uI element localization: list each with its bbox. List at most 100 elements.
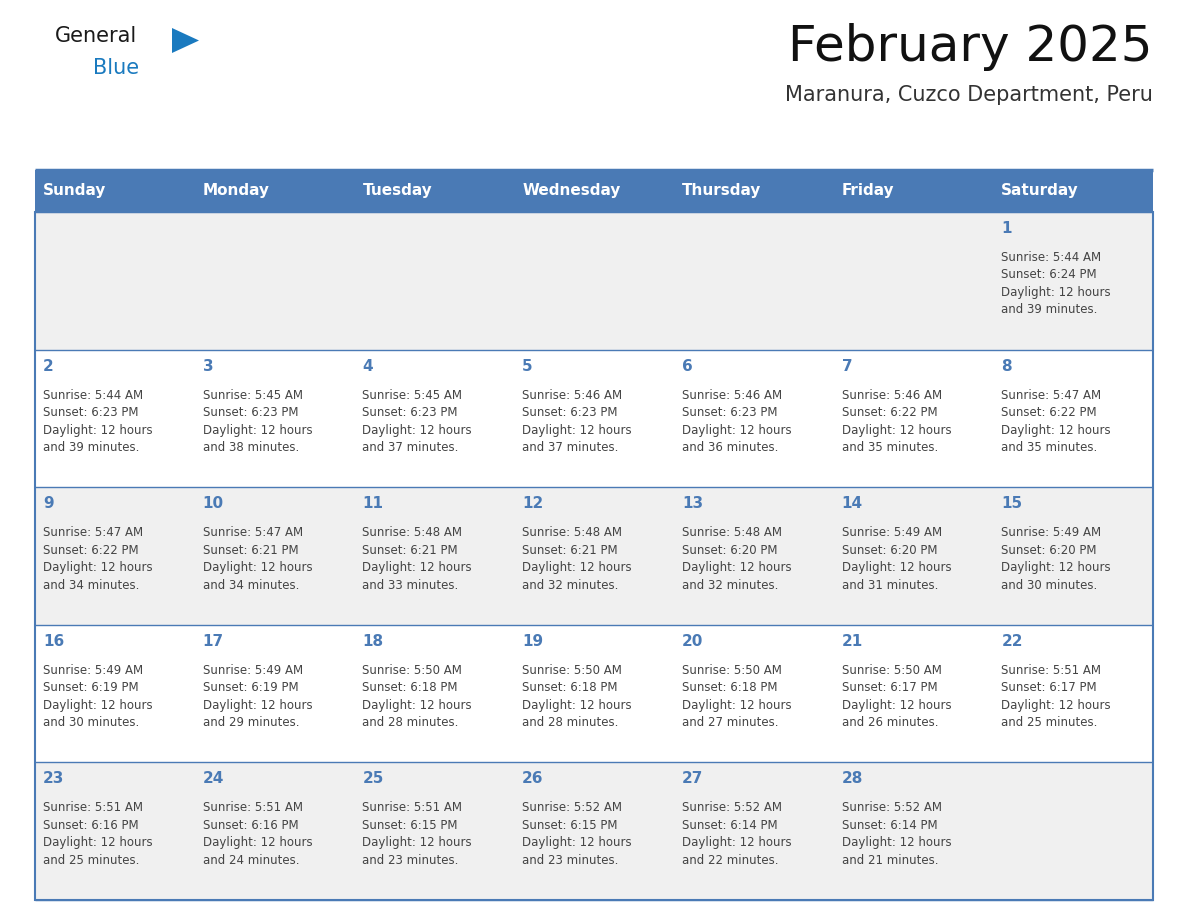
Text: Sunset: 6:20 PM: Sunset: 6:20 PM: [841, 543, 937, 556]
Text: and 28 minutes.: and 28 minutes.: [362, 716, 459, 729]
Text: and 30 minutes.: and 30 minutes.: [43, 716, 139, 729]
Text: February 2025: February 2025: [789, 23, 1154, 71]
Text: and 25 minutes.: and 25 minutes.: [43, 854, 139, 867]
Text: 18: 18: [362, 633, 384, 649]
Text: Daylight: 12 hours: Daylight: 12 hours: [203, 836, 312, 849]
Text: Wednesday: Wednesday: [523, 184, 620, 198]
Text: Daylight: 12 hours: Daylight: 12 hours: [841, 423, 952, 437]
Text: Sunrise: 5:51 AM: Sunrise: 5:51 AM: [43, 801, 143, 814]
Text: Sunset: 6:15 PM: Sunset: 6:15 PM: [523, 819, 618, 832]
Text: Daylight: 12 hours: Daylight: 12 hours: [1001, 561, 1111, 574]
Text: 19: 19: [523, 633, 543, 649]
Text: Daylight: 12 hours: Daylight: 12 hours: [523, 836, 632, 849]
Text: Blue: Blue: [93, 58, 139, 78]
Text: 5: 5: [523, 359, 532, 374]
Text: Sunrise: 5:45 AM: Sunrise: 5:45 AM: [362, 388, 462, 401]
Text: 12: 12: [523, 497, 543, 511]
Text: Tuesday: Tuesday: [362, 184, 432, 198]
Text: Sunset: 6:16 PM: Sunset: 6:16 PM: [43, 819, 139, 832]
Text: 4: 4: [362, 359, 373, 374]
Text: Sunset: 6:23 PM: Sunset: 6:23 PM: [43, 406, 139, 420]
Text: and 35 minutes.: and 35 minutes.: [1001, 442, 1098, 454]
Text: and 37 minutes.: and 37 minutes.: [362, 442, 459, 454]
Text: 17: 17: [203, 633, 223, 649]
Text: 6: 6: [682, 359, 693, 374]
Bar: [834, 763, 993, 900]
Text: and 34 minutes.: and 34 minutes.: [203, 578, 299, 592]
Text: Sunrise: 5:48 AM: Sunrise: 5:48 AM: [362, 526, 462, 539]
Text: Sunset: 6:23 PM: Sunset: 6:23 PM: [362, 406, 457, 420]
Bar: [34, 763, 195, 900]
Text: Sunrise: 5:46 AM: Sunrise: 5:46 AM: [682, 388, 782, 401]
Text: Daylight: 12 hours: Daylight: 12 hours: [1001, 423, 1111, 437]
Bar: [354, 212, 514, 350]
Text: and 39 minutes.: and 39 minutes.: [43, 442, 139, 454]
Bar: [514, 487, 674, 625]
Text: Sunrise: 5:44 AM: Sunrise: 5:44 AM: [43, 388, 143, 401]
Text: Thursday: Thursday: [682, 184, 762, 198]
Text: and 33 minutes.: and 33 minutes.: [362, 578, 459, 592]
Text: Sunset: 6:18 PM: Sunset: 6:18 PM: [362, 681, 457, 694]
Bar: [674, 350, 834, 487]
Text: and 26 minutes.: and 26 minutes.: [841, 716, 939, 729]
Text: 22: 22: [1001, 633, 1023, 649]
Bar: [993, 625, 1154, 763]
Text: Sunset: 6:18 PM: Sunset: 6:18 PM: [682, 681, 777, 694]
Text: Daylight: 12 hours: Daylight: 12 hours: [523, 561, 632, 574]
Text: Maranura, Cuzco Department, Peru: Maranura, Cuzco Department, Peru: [785, 85, 1154, 105]
Text: Sunset: 6:22 PM: Sunset: 6:22 PM: [43, 543, 139, 556]
Bar: [34, 625, 195, 763]
Text: Daylight: 12 hours: Daylight: 12 hours: [841, 836, 952, 849]
Text: Sunrise: 5:51 AM: Sunrise: 5:51 AM: [1001, 664, 1101, 677]
Bar: [195, 487, 354, 625]
Text: 24: 24: [203, 771, 225, 787]
Text: 13: 13: [682, 497, 703, 511]
Text: Sunset: 6:21 PM: Sunset: 6:21 PM: [362, 543, 459, 556]
Text: Daylight: 12 hours: Daylight: 12 hours: [682, 423, 791, 437]
Text: Sunday: Sunday: [43, 184, 107, 198]
Text: Sunset: 6:17 PM: Sunset: 6:17 PM: [841, 681, 937, 694]
Text: Daylight: 12 hours: Daylight: 12 hours: [362, 699, 472, 711]
Text: Sunset: 6:22 PM: Sunset: 6:22 PM: [1001, 406, 1097, 420]
Text: and 29 minutes.: and 29 minutes.: [203, 716, 299, 729]
Text: and 22 minutes.: and 22 minutes.: [682, 854, 778, 867]
Bar: [993, 487, 1154, 625]
Text: and 21 minutes.: and 21 minutes.: [841, 854, 939, 867]
Text: Sunrise: 5:46 AM: Sunrise: 5:46 AM: [523, 388, 623, 401]
Text: General: General: [55, 26, 138, 46]
Bar: [834, 350, 993, 487]
Text: Sunset: 6:14 PM: Sunset: 6:14 PM: [841, 819, 937, 832]
Text: Sunset: 6:18 PM: Sunset: 6:18 PM: [523, 681, 618, 694]
Text: and 27 minutes.: and 27 minutes.: [682, 716, 778, 729]
Text: and 28 minutes.: and 28 minutes.: [523, 716, 619, 729]
Text: Daylight: 12 hours: Daylight: 12 hours: [203, 699, 312, 711]
Text: Sunrise: 5:52 AM: Sunrise: 5:52 AM: [682, 801, 782, 814]
Text: and 32 minutes.: and 32 minutes.: [682, 578, 778, 592]
Text: 23: 23: [43, 771, 64, 787]
Text: and 25 minutes.: and 25 minutes.: [1001, 716, 1098, 729]
Text: and 34 minutes.: and 34 minutes.: [43, 578, 139, 592]
Text: Sunset: 6:23 PM: Sunset: 6:23 PM: [523, 406, 618, 420]
Text: 21: 21: [841, 633, 862, 649]
Text: Sunrise: 5:45 AM: Sunrise: 5:45 AM: [203, 388, 303, 401]
Bar: [195, 212, 354, 350]
Text: Daylight: 12 hours: Daylight: 12 hours: [203, 423, 312, 437]
Text: Daylight: 12 hours: Daylight: 12 hours: [1001, 699, 1111, 711]
Bar: [834, 212, 993, 350]
Text: and 37 minutes.: and 37 minutes.: [523, 442, 619, 454]
Text: Daylight: 12 hours: Daylight: 12 hours: [362, 561, 472, 574]
Bar: [195, 350, 354, 487]
Text: 15: 15: [1001, 497, 1023, 511]
Text: and 23 minutes.: and 23 minutes.: [523, 854, 619, 867]
Text: Sunrise: 5:47 AM: Sunrise: 5:47 AM: [1001, 388, 1101, 401]
Text: Daylight: 12 hours: Daylight: 12 hours: [43, 423, 152, 437]
Bar: [354, 763, 514, 900]
Text: Sunset: 6:24 PM: Sunset: 6:24 PM: [1001, 268, 1097, 282]
Bar: [354, 487, 514, 625]
Text: Sunset: 6:20 PM: Sunset: 6:20 PM: [1001, 543, 1097, 556]
Text: Sunrise: 5:49 AM: Sunrise: 5:49 AM: [43, 664, 143, 677]
Text: Sunset: 6:21 PM: Sunset: 6:21 PM: [523, 543, 618, 556]
Text: and 32 minutes.: and 32 minutes.: [523, 578, 619, 592]
Text: Sunrise: 5:52 AM: Sunrise: 5:52 AM: [523, 801, 623, 814]
Text: and 30 minutes.: and 30 minutes.: [1001, 578, 1098, 592]
